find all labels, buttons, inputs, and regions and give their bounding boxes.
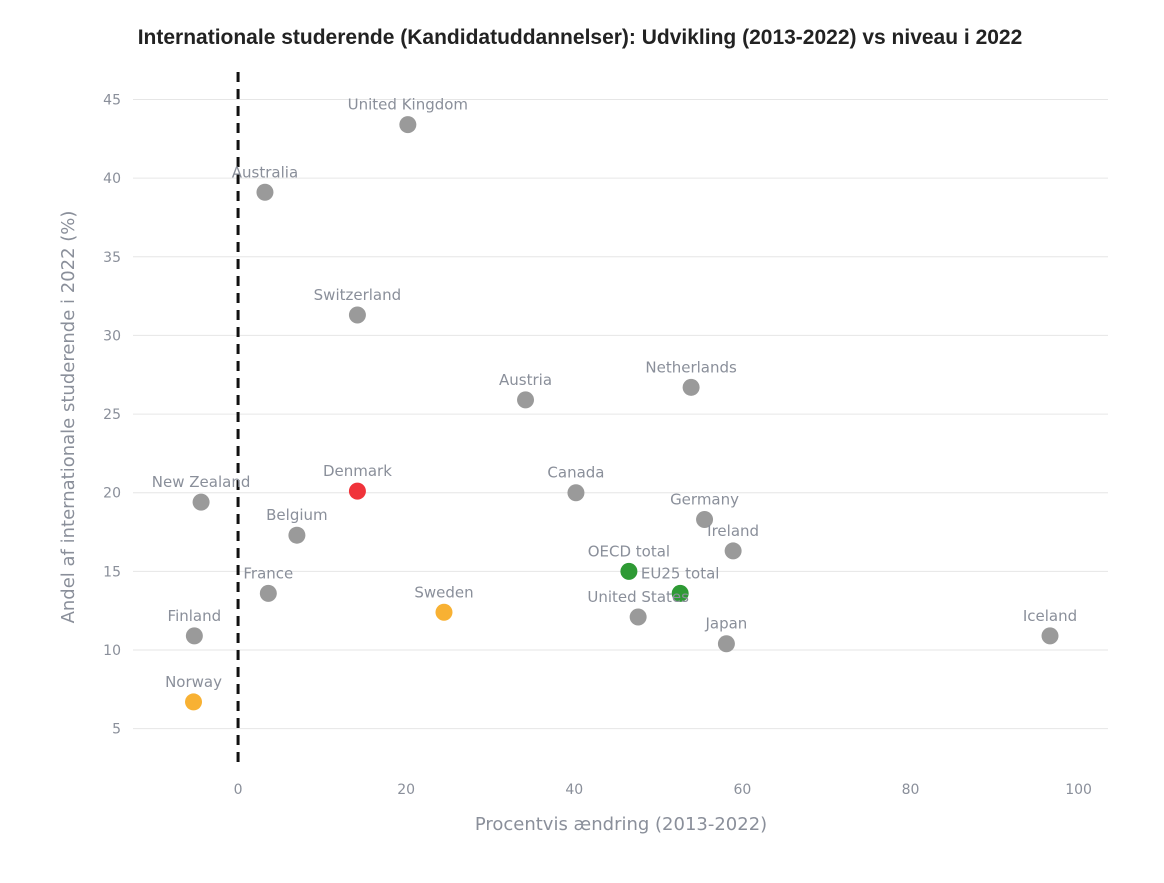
point-germany[interactable] (696, 510, 714, 528)
point-canada[interactable] (567, 484, 585, 502)
point-labels: United Kingdom Australia Switzerland Austri… (152, 96, 1077, 691)
point-label-united-states: United States (587, 588, 689, 606)
x-tick-label-40: 40 (565, 782, 583, 798)
point-label-netherlands: Netherlands (645, 358, 737, 376)
point-oecd-total[interactable] (620, 562, 638, 580)
point-label-iceland: Iceland (1023, 607, 1077, 625)
y-tick-label-35: 35 (103, 250, 121, 266)
x-tick-labels: 0 20 40 60 80 100 (234, 782, 1092, 798)
point-belgium[interactable] (288, 526, 306, 544)
point-japan[interactable] (717, 635, 735, 653)
point-austria[interactable] (517, 391, 535, 409)
point-australia[interactable] (256, 183, 274, 201)
y-tick-label-10: 10 (103, 643, 121, 659)
data-points (185, 116, 1059, 711)
point-label-norway: Norway (165, 673, 222, 691)
y-tick-labels: 5 10 15 20 25 30 35 40 45 (103, 92, 121, 737)
y-tick-label-45: 45 (103, 92, 121, 108)
point-iceland[interactable] (1041, 627, 1059, 645)
point-label-finland: Finland (168, 607, 222, 625)
point-label-japan: Japan (704, 615, 747, 633)
point-netherlands[interactable] (682, 378, 700, 396)
point-label-switzerland: Switzerland (314, 286, 402, 304)
point-norway[interactable] (185, 693, 203, 711)
point-switzerland[interactable] (348, 306, 366, 324)
point-label-australia: Australia (232, 163, 298, 181)
point-denmark[interactable] (348, 482, 366, 500)
point-label-eu25-total: EU25 total (641, 564, 720, 582)
point-eu25-total[interactable] (671, 584, 689, 602)
point-label-france: France (243, 564, 293, 582)
point-label-canada: Canada (547, 464, 604, 482)
point-label-ireland: Ireland (707, 522, 759, 540)
chart-title: Internationale studerende (Kandidatuddan… (138, 26, 1023, 49)
x-tick-label-100: 100 (1065, 782, 1092, 798)
point-label-austria: Austria (499, 371, 552, 389)
point-finland[interactable] (185, 627, 203, 645)
point-label-belgium: Belgium (266, 506, 328, 524)
point-label-oecd-total: OECD total (588, 542, 670, 560)
y-tick-label-25: 25 (103, 407, 121, 423)
x-axis-label: Procentvis ændring (2013-2022) (475, 814, 767, 835)
y-tick-label-30: 30 (103, 328, 121, 344)
grid-layer (133, 98, 1108, 730)
y-tick-label-15: 15 (103, 564, 121, 580)
y-axis-label: Andel af internationale studerende i 202… (58, 211, 79, 624)
x-tick-label-0: 0 (234, 782, 243, 798)
point-france[interactable] (259, 584, 277, 602)
point-united-kingdom[interactable] (399, 116, 417, 134)
point-sweden[interactable] (435, 603, 453, 621)
y-tick-label-5: 5 (112, 722, 121, 738)
point-label-new-zealand: New Zealand (152, 473, 251, 491)
point-label-germany: Germany (670, 490, 739, 508)
x-tick-label-60: 60 (733, 782, 751, 798)
point-label-sweden: Sweden (414, 583, 473, 601)
x-tick-label-80: 80 (902, 782, 920, 798)
point-new-zealand[interactable] (192, 493, 210, 511)
x-tick-label-20: 20 (397, 782, 415, 798)
point-ireland[interactable] (724, 542, 742, 560)
point-united-states[interactable] (629, 608, 647, 626)
y-tick-label-20: 20 (103, 486, 121, 502)
y-tick-label-40: 40 (103, 171, 121, 187)
point-label-denmark: Denmark (323, 462, 392, 480)
point-label-united-kingdom: United Kingdom (348, 96, 468, 114)
